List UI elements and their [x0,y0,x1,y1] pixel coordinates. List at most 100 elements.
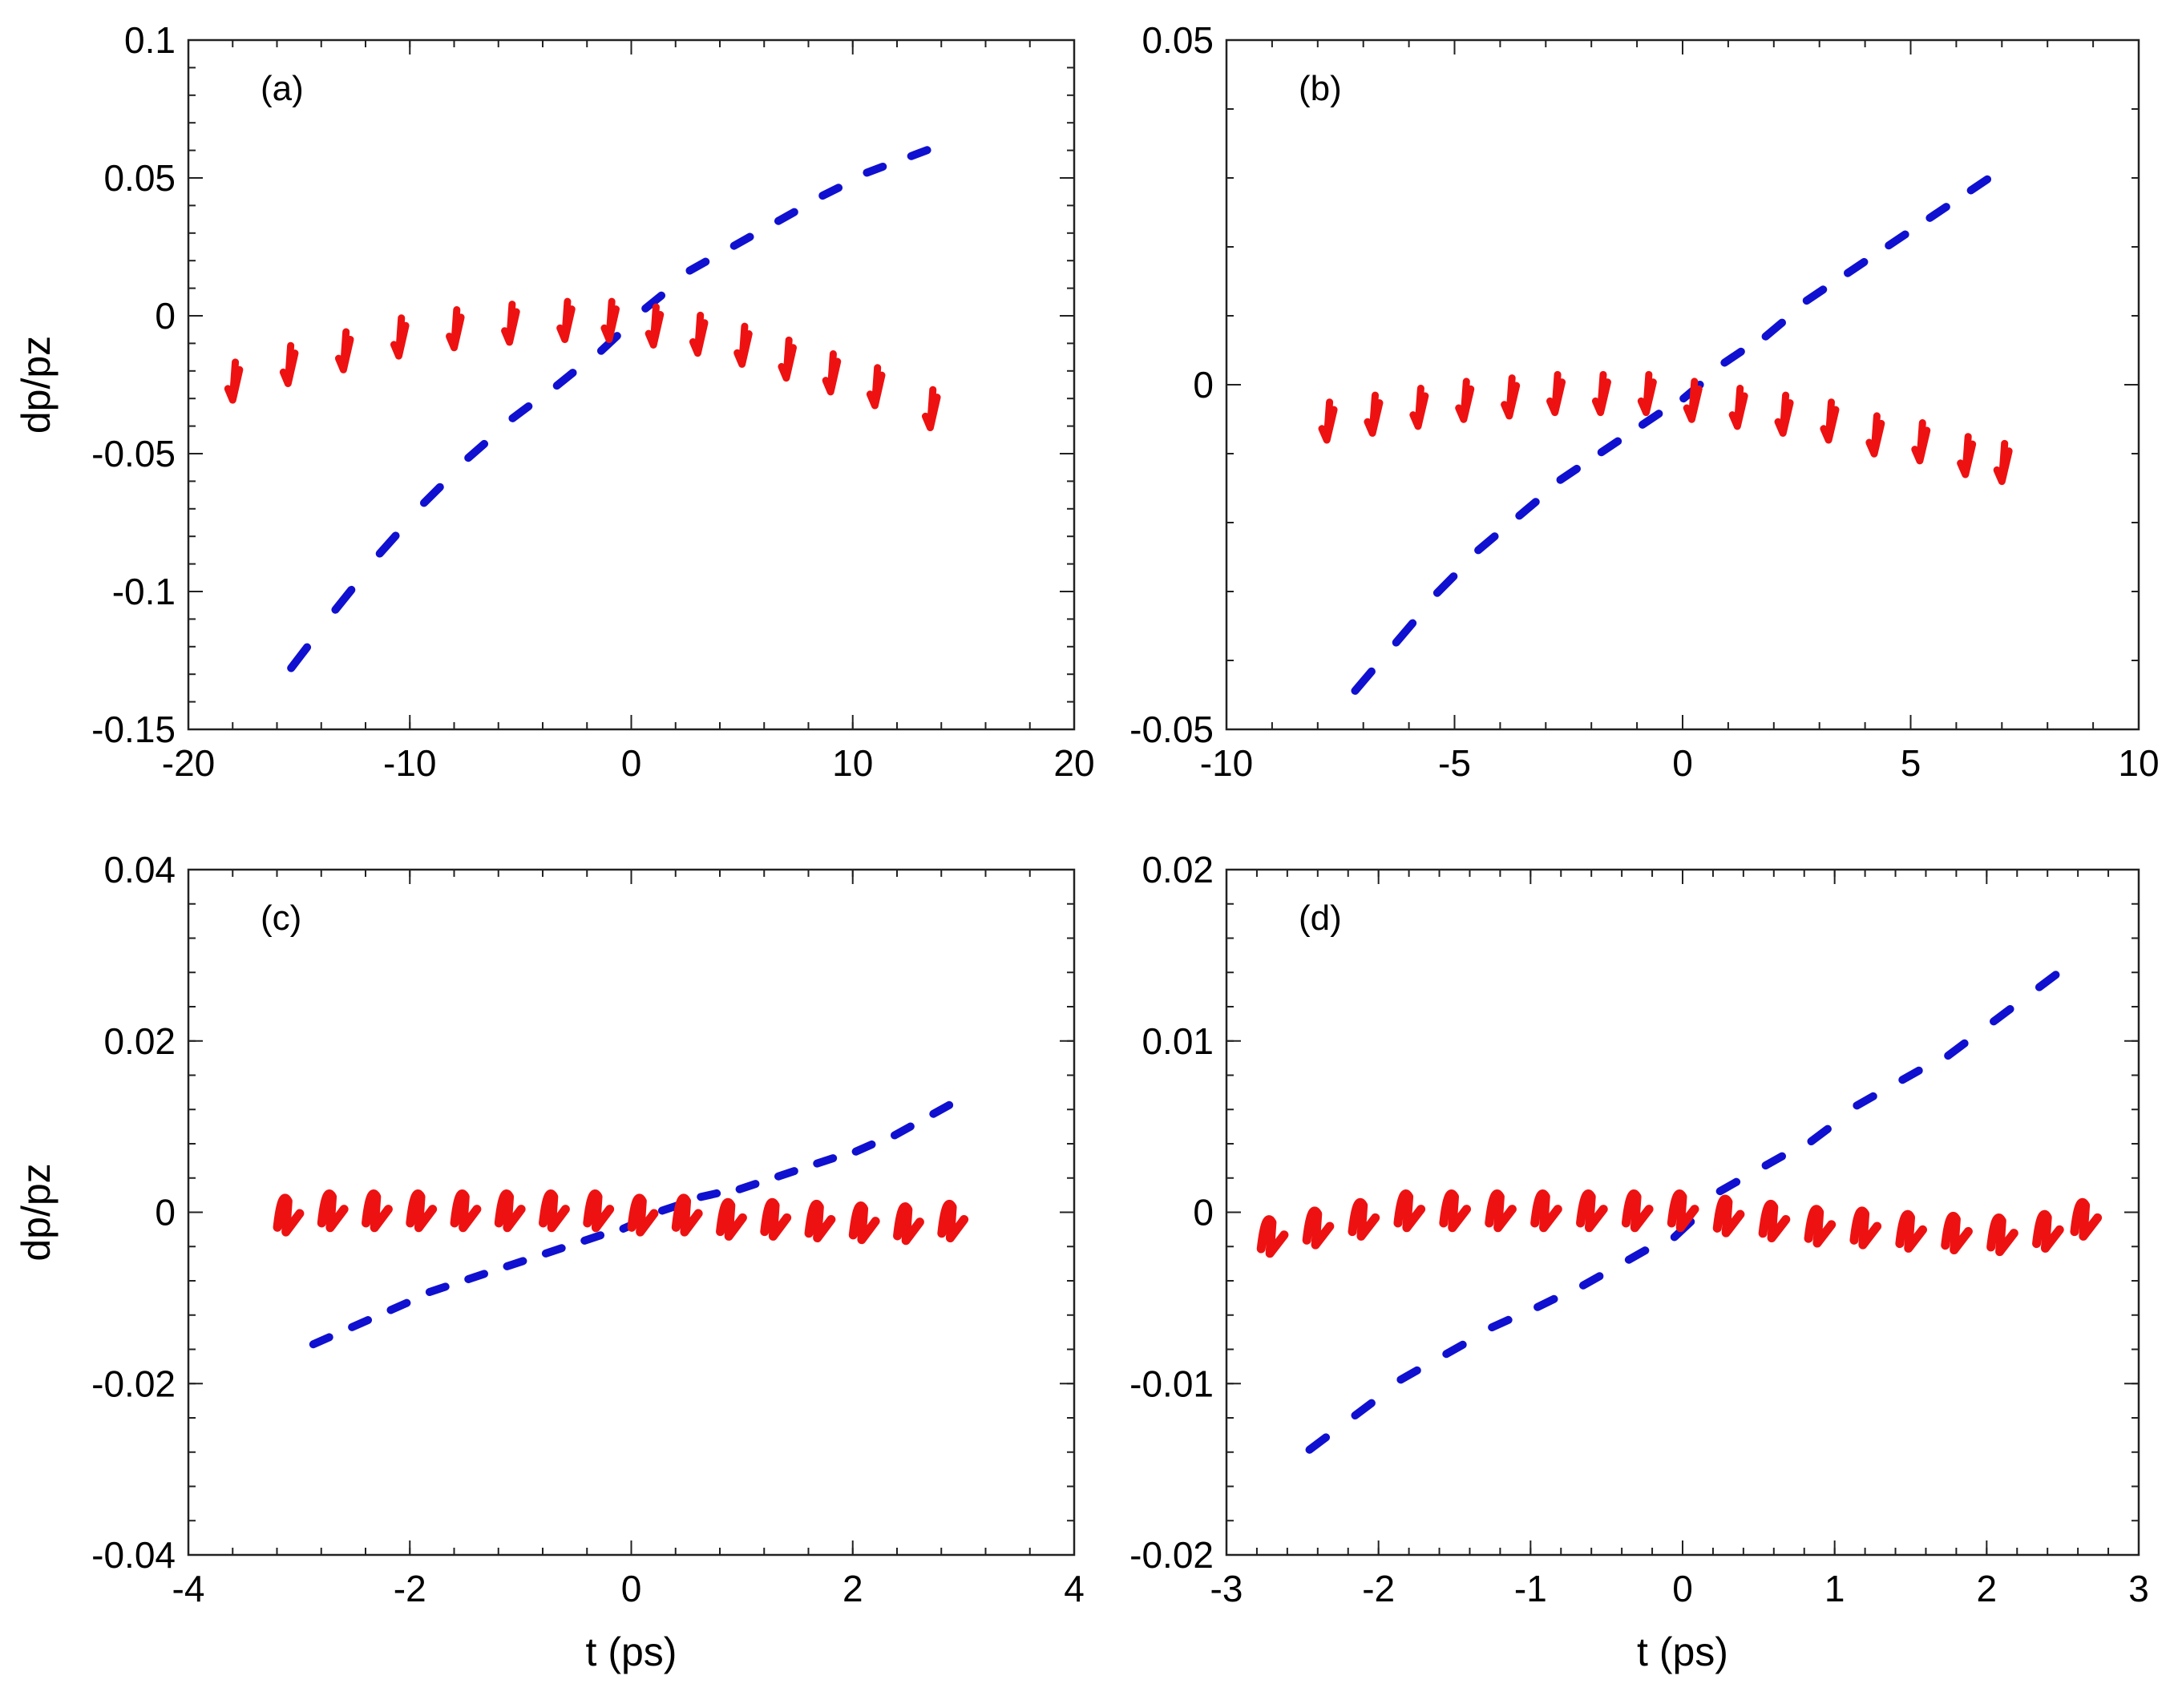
data-point-blue [1442,1340,1467,1359]
y-tick-label: -0.1 [112,571,176,612]
data-point-red [1993,439,2013,486]
x-tick-label: 10 [2118,742,2159,784]
y-tick-label: -0.15 [91,709,176,750]
data-point-blue [2035,971,2060,991]
data-point-blue [309,1333,333,1349]
data-point-red [501,301,520,346]
y-tick-label: 0.05 [103,157,176,199]
data-point-red [450,1189,482,1233]
data-point-red [733,322,753,368]
x-tick-label: -1 [1514,1568,1547,1609]
x-tick-label: 10 [832,742,873,784]
data-point-red [1895,1209,1928,1253]
y-tick-label: 0 [1193,1192,1214,1234]
y-tick-label: -0.05 [1129,709,1214,750]
plot-frame [187,38,1076,731]
data-point-blue [907,146,931,160]
data-point-red [1409,385,1429,430]
x-tick-label: -20 [162,742,215,784]
data-point-red [893,1202,924,1246]
data-point-blue [729,232,754,250]
data-point-red [1591,370,1611,417]
data-point-blue [1843,257,1869,277]
data-point-red [1941,1211,1973,1255]
data-point-red [778,336,797,382]
panel-label: (a) [261,69,304,108]
data-point-red [1393,1189,1426,1233]
data-point-blue [386,1298,411,1314]
y-tick-label: -0.01 [1129,1363,1214,1404]
data-point-blue [1990,1004,2014,1026]
panel-b: -10 -5 0 5 10 -0.05 0 0.05 (b) [1129,19,2159,784]
data-point-red [334,328,354,373]
data-point-red [627,1193,659,1237]
data-point-red [1820,398,1840,444]
y-tick-label: 0 [155,1192,176,1234]
data-point-blue [697,1189,721,1201]
data-point-blue [1761,1152,1787,1170]
x-tick-label: -10 [383,742,436,784]
x-axis-title: t (ps) [586,1629,677,1674]
series-red [1318,370,2013,486]
data-point-red [1804,1205,1837,1248]
data-point-blue [1944,1039,1969,1060]
data-point-red [494,1189,526,1233]
data-point-blue [1351,667,1376,695]
plot-frame [1225,38,2140,731]
data-point-red [2032,1209,2064,1253]
data-point-blue [1474,532,1499,555]
data-point-blue [813,1154,838,1168]
series-red [1256,1189,2103,1258]
data-point-blue [774,208,798,225]
panel-a: -20 -10 0 10 20 -0.15 -0.1 -0.05 0 0.05 0.1 (a) dp/p… [14,19,1095,784]
data-point-red [1364,391,1384,437]
data-point-blue [552,369,577,390]
data-point-red [446,305,465,352]
panel-c: -4 -2 0 2 4 -0.04 -0.02 0 0.02 0.04 (c) dp/pz t (ps) [14,849,1085,1674]
data-point-blue [1432,572,1458,597]
series-red [273,1189,969,1246]
data-point-blue [685,257,710,275]
data-point-red [1530,1189,1562,1233]
data-point-blue [890,1122,915,1140]
x-tick-label: 3 [2128,1568,2149,1609]
data-point-blue [1885,230,1909,250]
y-tick-label: 0 [1193,364,1214,406]
data-point-red [1576,1189,1608,1233]
data-point-blue [287,643,312,672]
data-point-blue [1807,1125,1832,1146]
data-point-blue [851,1140,876,1156]
data-point-red [1348,1197,1380,1241]
data-point-red [1683,378,1703,423]
data-point-blue [641,291,666,313]
x-tick-label: -5 [1438,742,1471,784]
data-point-blue [1715,1177,1741,1196]
data-point-blue [735,1180,760,1193]
data-point-blue [1925,203,1950,222]
data-point-blue [774,1167,798,1181]
data-point-blue [1392,619,1417,647]
data-point-blue [331,585,356,614]
data-point-red [689,311,709,357]
data-point-blue [1966,175,1992,195]
data-point-red [1621,1189,1654,1233]
data-point-red [645,303,665,349]
x-tick-label: 0 [621,742,642,784]
series-blue [1305,971,2060,1454]
data-point-red [1318,398,1338,444]
data-point-red [1667,1189,1699,1233]
data-point-blue [1761,318,1787,341]
panel-label: (c) [261,898,301,938]
data-point-blue [818,184,843,200]
data-point-blue [464,439,489,462]
x-tick-label: 20 [1053,742,1094,784]
x-tick-label: -3 [1210,1568,1243,1609]
y-tick-label: 0 [155,295,176,337]
data-point-red [1637,370,1657,417]
data-point-red [1455,378,1475,423]
data-point-blue [1515,498,1540,520]
data-point-red [716,1197,747,1241]
data-point-blue [1578,1272,1604,1290]
data-point-blue [503,1257,527,1270]
